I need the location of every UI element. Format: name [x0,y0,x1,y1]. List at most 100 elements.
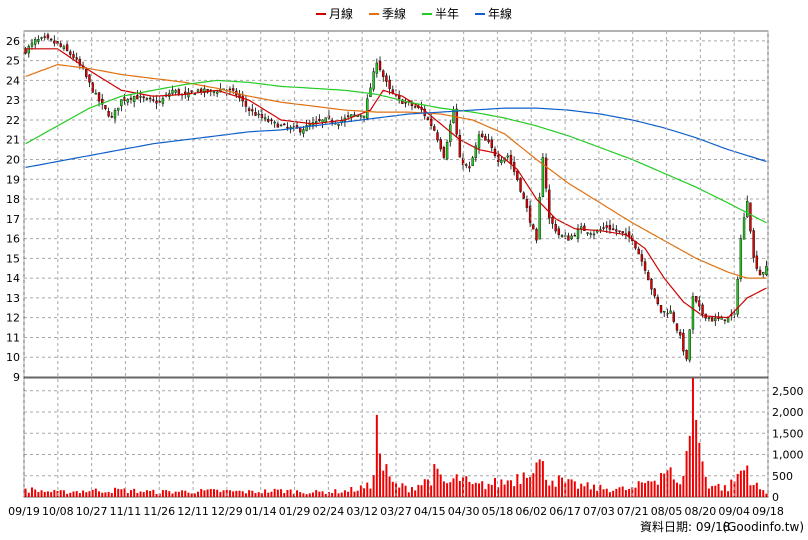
candle-body [752,230,755,258]
volume-bar [666,470,669,497]
price-tick-label: 17 [6,213,20,226]
candle-body [580,226,583,229]
candle-body [746,201,749,218]
candle-body [382,70,385,77]
x-tick-label: 12/11 [177,505,209,518]
volume-bar [650,481,653,497]
candle-body [433,126,436,131]
candle-body [726,316,730,323]
candle-body [88,74,91,83]
candle-body [602,227,605,229]
volume-bar [273,488,276,497]
candle-body [196,89,200,92]
volume-bar [101,492,104,497]
candle-body [314,121,318,123]
volume-bar [91,489,94,497]
legend-item-0: 月線 [316,6,353,21]
candle-body [570,235,573,240]
candle-body [107,111,110,117]
volume-bar [583,486,586,497]
x-tick-label: 06/17 [549,505,581,518]
volume-bar [672,479,675,497]
volume-bar [580,483,583,497]
candle-body [378,60,382,71]
candle-body [678,331,682,336]
candle-body [586,232,589,234]
volume-bar [187,492,190,497]
candle-body [46,34,50,39]
candle-body [78,59,82,66]
candle-body [85,68,88,77]
candle-body [500,160,503,163]
x-tick-label: 11/26 [143,505,175,518]
volume-bar [40,490,43,497]
candle-body [359,115,363,117]
volume-bar [286,490,289,497]
candle-body [187,92,190,98]
candle-body [231,88,235,91]
volume-bar [203,490,206,497]
candle-body [158,101,161,103]
volume-bar [679,484,682,497]
volume-bar [471,484,474,497]
volume-bar [711,486,714,497]
x-tick-label: 12/29 [211,505,243,518]
volume-bar [139,491,142,497]
candle-body [155,100,158,104]
price-panel: 9 10 11 12 13 14 15 16 17 18 19 20 21 22 23 24 25 26 [6,30,769,384]
volume-bar [347,491,350,497]
candle-body [257,113,260,116]
volume-bar [136,493,139,497]
candle-body [742,217,746,240]
candle-body [142,96,145,99]
volume-bar [37,491,40,497]
x-tick-label: 06/02 [515,505,547,518]
candle-body [551,216,554,224]
volume-bar [474,482,477,497]
candle-body [318,119,321,122]
volume-bar [197,491,200,497]
footer-data-date: 資料日期: 09/18 [640,520,730,534]
volume-bar [385,464,388,497]
volume-bar [369,488,372,497]
volume-bar [513,486,516,497]
volume-bar [216,489,219,497]
x-tick-label: 08/20 [685,505,717,518]
volume-bar [529,476,532,497]
volume-bar [69,492,72,497]
volume-bar [174,491,177,497]
candle-body [471,157,474,167]
candle-body [254,112,257,116]
legend-label: 半年 [435,7,459,21]
volume-bar [366,482,369,497]
candle-body [487,139,490,143]
candle-body [685,350,688,360]
volume-bar [142,492,145,497]
candle-body [148,97,152,100]
price-tick-label: 11 [6,331,20,344]
candle-body [49,38,53,41]
candle-body [40,37,43,39]
candle-body [145,98,149,100]
volume-bar [599,484,602,497]
volume-bar [640,482,643,497]
candle-body [97,92,101,102]
price-tick-label: 9 [13,371,20,384]
volume-bar [589,489,592,497]
volume-bar [532,473,535,497]
volume-bar [257,492,260,497]
volume-bar [59,490,62,497]
candle-body [212,91,216,93]
volume-bar [206,489,209,497]
price-tick-label: 26 [6,35,20,48]
volume-tick-label: 1,000 [772,449,804,462]
candle-body [618,230,621,232]
candle-body [33,39,37,45]
price-tick-label: 24 [6,74,20,87]
volume-bar [548,485,551,497]
volume-bar [401,483,404,497]
candle-body [375,62,379,74]
volume-bar [615,488,618,497]
price-tick-label: 20 [6,154,20,167]
volume-bar [66,493,69,497]
